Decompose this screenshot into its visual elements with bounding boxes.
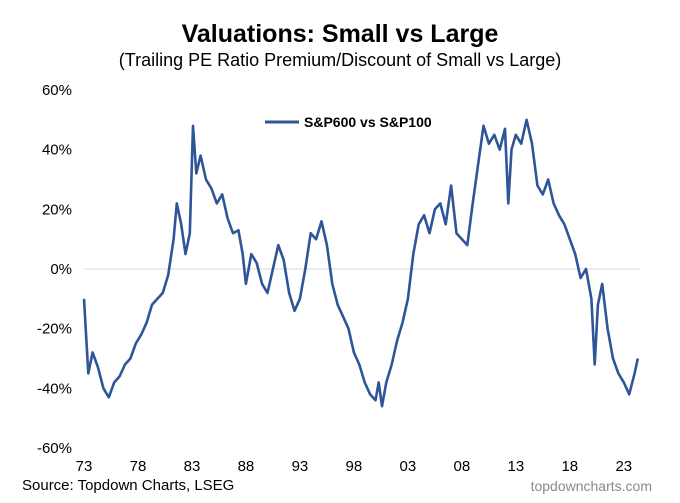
- legend: S&P600 vs S&P100: [265, 114, 432, 130]
- x-tick-label: 13: [508, 458, 525, 475]
- x-tick-label: 83: [184, 458, 201, 475]
- y-tick-label: -20%: [37, 321, 72, 338]
- source-note: Source: Topdown Charts, LSEG: [22, 477, 235, 494]
- x-tick-label: 78: [130, 458, 147, 475]
- x-tick-label: 18: [561, 458, 578, 475]
- x-tick-label: 73: [76, 458, 93, 475]
- credit-watermark: topdowncharts.com: [530, 478, 652, 494]
- y-tick-label: 0%: [50, 261, 72, 278]
- x-tick-label: 03: [400, 458, 417, 475]
- x-tick-label: 23: [615, 458, 632, 475]
- x-tick-label: 93: [292, 458, 309, 475]
- y-tick-label: 20%: [42, 201, 72, 218]
- x-axis-ticks: 73 78 83 88 93 98 03 08 13 18 23: [76, 458, 632, 475]
- x-tick-label: 88: [238, 458, 255, 475]
- y-tick-label: 60%: [42, 82, 72, 99]
- legend-label: S&P600 vs S&P100: [304, 114, 432, 130]
- chart-subtitle: (Trailing PE Ratio Premium/Discount of S…: [118, 50, 562, 70]
- y-tick-label: 40%: [42, 142, 72, 159]
- x-tick-label: 98: [346, 458, 363, 475]
- y-tick-label: -40%: [37, 380, 72, 397]
- series-line-sp600-vs-sp100: [82, 118, 640, 408]
- y-tick-label: -60%: [37, 440, 72, 457]
- chart-title: Valuations: Small vs Large: [181, 20, 499, 48]
- x-tick-label: 08: [454, 458, 471, 475]
- y-axis-ticks: 60% 40% 20% 0% -20% -40% -60%: [37, 82, 72, 457]
